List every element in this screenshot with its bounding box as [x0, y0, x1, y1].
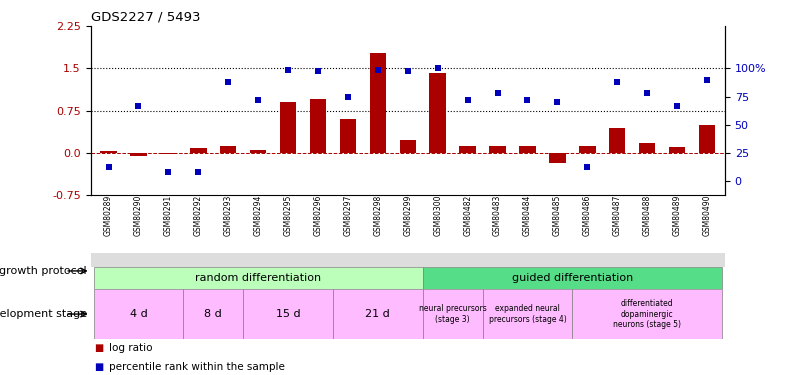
Bar [94, 289, 184, 339]
Point [282, 67, 295, 73]
Point [162, 169, 175, 175]
Bar [243, 289, 333, 339]
Text: log ratio: log ratio [109, 343, 152, 353]
Bar [549, 153, 566, 163]
Text: 15 d: 15 d [276, 309, 300, 319]
Point [611, 79, 623, 85]
Point [312, 68, 325, 74]
Point [372, 67, 385, 73]
Text: 4 d: 4 d [129, 309, 147, 319]
Bar [220, 146, 236, 153]
Text: guided differentiation: guided differentiation [511, 273, 633, 283]
Text: growth protocol: growth protocol [0, 266, 87, 276]
Bar [184, 289, 243, 339]
Point [401, 68, 414, 74]
Bar [333, 289, 422, 339]
Bar [160, 153, 177, 154]
Bar [422, 267, 722, 289]
Text: expanded neural
precursors (stage 4): expanded neural precursors (stage 4) [489, 304, 567, 324]
Point [641, 90, 653, 96]
Bar [489, 146, 506, 153]
Bar [340, 119, 356, 153]
Point [491, 90, 504, 96]
Text: random differentiation: random differentiation [195, 273, 322, 283]
Point [581, 164, 593, 170]
Bar [579, 146, 596, 153]
Text: ■: ■ [95, 343, 107, 353]
Point [461, 97, 474, 103]
Bar [370, 53, 386, 153]
Bar [422, 289, 482, 339]
Bar [572, 289, 722, 339]
Text: differentiated
dopaminergic
neurons (stage 5): differentiated dopaminergic neurons (sta… [613, 299, 681, 329]
Bar [429, 73, 446, 153]
Text: development stage: development stage [0, 309, 87, 319]
Text: percentile rank within the sample: percentile rank within the sample [109, 362, 284, 372]
Bar [639, 143, 656, 153]
Bar [250, 150, 266, 153]
Bar [100, 151, 117, 153]
Bar [669, 147, 686, 153]
Point [252, 97, 265, 103]
Text: neural precursors
(stage 3): neural precursors (stage 3) [418, 304, 486, 324]
Point [222, 79, 235, 85]
Point [671, 102, 683, 109]
Point [701, 77, 713, 83]
Bar [91, 253, 725, 267]
Bar [459, 146, 476, 153]
Text: ■: ■ [95, 362, 107, 372]
Bar [94, 267, 422, 289]
Point [431, 65, 444, 71]
Point [521, 97, 533, 103]
Bar [310, 99, 326, 153]
Point [551, 99, 563, 105]
Bar [609, 128, 626, 153]
Text: GDS2227 / 5493: GDS2227 / 5493 [91, 11, 200, 24]
Bar [130, 153, 147, 156]
Point [342, 94, 355, 100]
Bar [519, 146, 536, 153]
Bar [400, 141, 416, 153]
Bar [190, 148, 206, 153]
Point [102, 164, 115, 170]
Text: 8 d: 8 d [204, 309, 222, 319]
Point [192, 169, 205, 175]
Text: 21 d: 21 d [366, 309, 390, 319]
Bar [699, 124, 716, 153]
Point [132, 102, 145, 109]
Bar [280, 102, 296, 153]
Bar [482, 289, 572, 339]
